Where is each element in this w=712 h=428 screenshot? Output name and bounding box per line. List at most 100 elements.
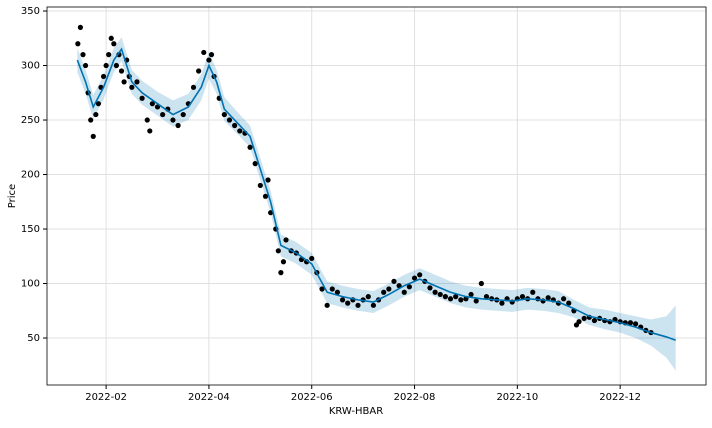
observed-point: [329, 286, 335, 292]
observed-point: [82, 62, 89, 69]
observed-point: [432, 289, 438, 295]
observed-point: [417, 272, 423, 278]
forecast-line: [76, 47, 676, 341]
observed-point: [262, 193, 269, 199]
observed-point: [190, 84, 197, 90]
observed-point: [129, 84, 135, 90]
x-tick-label: 2022-02: [85, 392, 127, 403]
observed-point: [268, 210, 274, 216]
observed-point: [632, 321, 639, 327]
uncertainty-band: [77, 37, 676, 371]
y-tick-label: 150: [21, 224, 40, 235]
observed-point: [221, 111, 227, 118]
y-tick-label: 100: [21, 279, 40, 290]
observed-point: [170, 117, 176, 123]
observed-point: [206, 57, 212, 63]
observed-point: [473, 298, 479, 304]
observed-point: [365, 294, 371, 300]
observed-point: [427, 285, 433, 291]
observed-point: [226, 117, 233, 123]
observed-point: [100, 73, 107, 80]
observed-point: [283, 237, 289, 243]
observed-point: [437, 291, 443, 298]
observed-point: [77, 24, 84, 30]
observed-point: [478, 280, 484, 287]
observed-point: [401, 289, 407, 295]
observed-point: [108, 35, 114, 41]
observed-point: [309, 255, 315, 262]
observed-point: [519, 294, 526, 300]
plot-frame: [46, 6, 707, 386]
observed-point: [278, 270, 284, 276]
observed-point: [121, 79, 127, 85]
observed-point: [257, 182, 263, 189]
observed-point: [381, 289, 387, 295]
observed-point: [334, 289, 341, 295]
observed-point: [118, 68, 125, 74]
observed-point: [208, 52, 215, 58]
observed-point: [458, 297, 464, 303]
observed-point: [345, 300, 351, 306]
observed-point: [275, 248, 281, 254]
observed-point: [627, 320, 634, 326]
observed-point: [80, 52, 86, 58]
y-tick-label: 250: [21, 115, 40, 126]
observed-point: [339, 297, 346, 303]
x-tick-label: 2022-06: [291, 392, 333, 403]
observed-point: [88, 117, 94, 123]
y-axis-label: Price: [7, 184, 18, 208]
observed-point: [370, 302, 377, 308]
observed-point: [581, 315, 587, 322]
observed-point: [386, 286, 392, 292]
observed-point: [103, 62, 109, 69]
observed-point: [453, 294, 459, 300]
observed-point: [154, 104, 161, 110]
observed-point: [483, 294, 490, 300]
observed-point: [355, 302, 361, 308]
observed-point: [147, 128, 153, 134]
observed-point: [391, 278, 397, 284]
observed-point: [591, 317, 598, 324]
x-tick-label: 2022-04: [188, 392, 230, 403]
observed-point: [411, 275, 418, 281]
y-tick-label: 50: [27, 333, 40, 344]
observed-point: [324, 302, 330, 308]
observed-point: [144, 117, 150, 123]
observed-point: [247, 144, 253, 150]
observed-point: [561, 296, 567, 302]
observed-point: [442, 294, 448, 300]
y-tick-label: 300: [21, 61, 40, 72]
observed-point: [280, 259, 287, 265]
observed-point: [75, 41, 81, 47]
observed-point: [265, 177, 271, 183]
observed-point: [93, 111, 99, 118]
x-tick-label: 2022-08: [394, 392, 436, 403]
observed-point: [201, 49, 207, 56]
observed-point: [196, 68, 202, 74]
observed-point: [530, 289, 536, 295]
observed-point: [237, 128, 243, 134]
observed-point: [566, 300, 572, 306]
observed-point: [134, 79, 140, 85]
observed-point: [252, 161, 258, 167]
observed-point: [232, 122, 238, 129]
observed-point: [499, 300, 505, 306]
observed-point: [113, 62, 119, 69]
observed-point: [139, 95, 145, 101]
observed-point: [545, 295, 551, 301]
observed-point: [111, 41, 117, 47]
x-tick-label: 2022-10: [496, 392, 538, 403]
y-tick-label: 350: [21, 6, 40, 17]
observed-point: [180, 111, 186, 118]
observed-point: [175, 122, 181, 129]
observed-point: [468, 291, 474, 298]
observed-point: [576, 319, 582, 325]
x-tick-label: 2022-12: [599, 392, 641, 403]
x-axis-label: KRW-HBAR: [329, 406, 383, 417]
observed-point: [406, 284, 412, 290]
observed-point: [319, 286, 325, 292]
y-tick-label: 200: [21, 170, 40, 181]
observed-point: [90, 133, 96, 139]
observed-point: [149, 101, 155, 107]
